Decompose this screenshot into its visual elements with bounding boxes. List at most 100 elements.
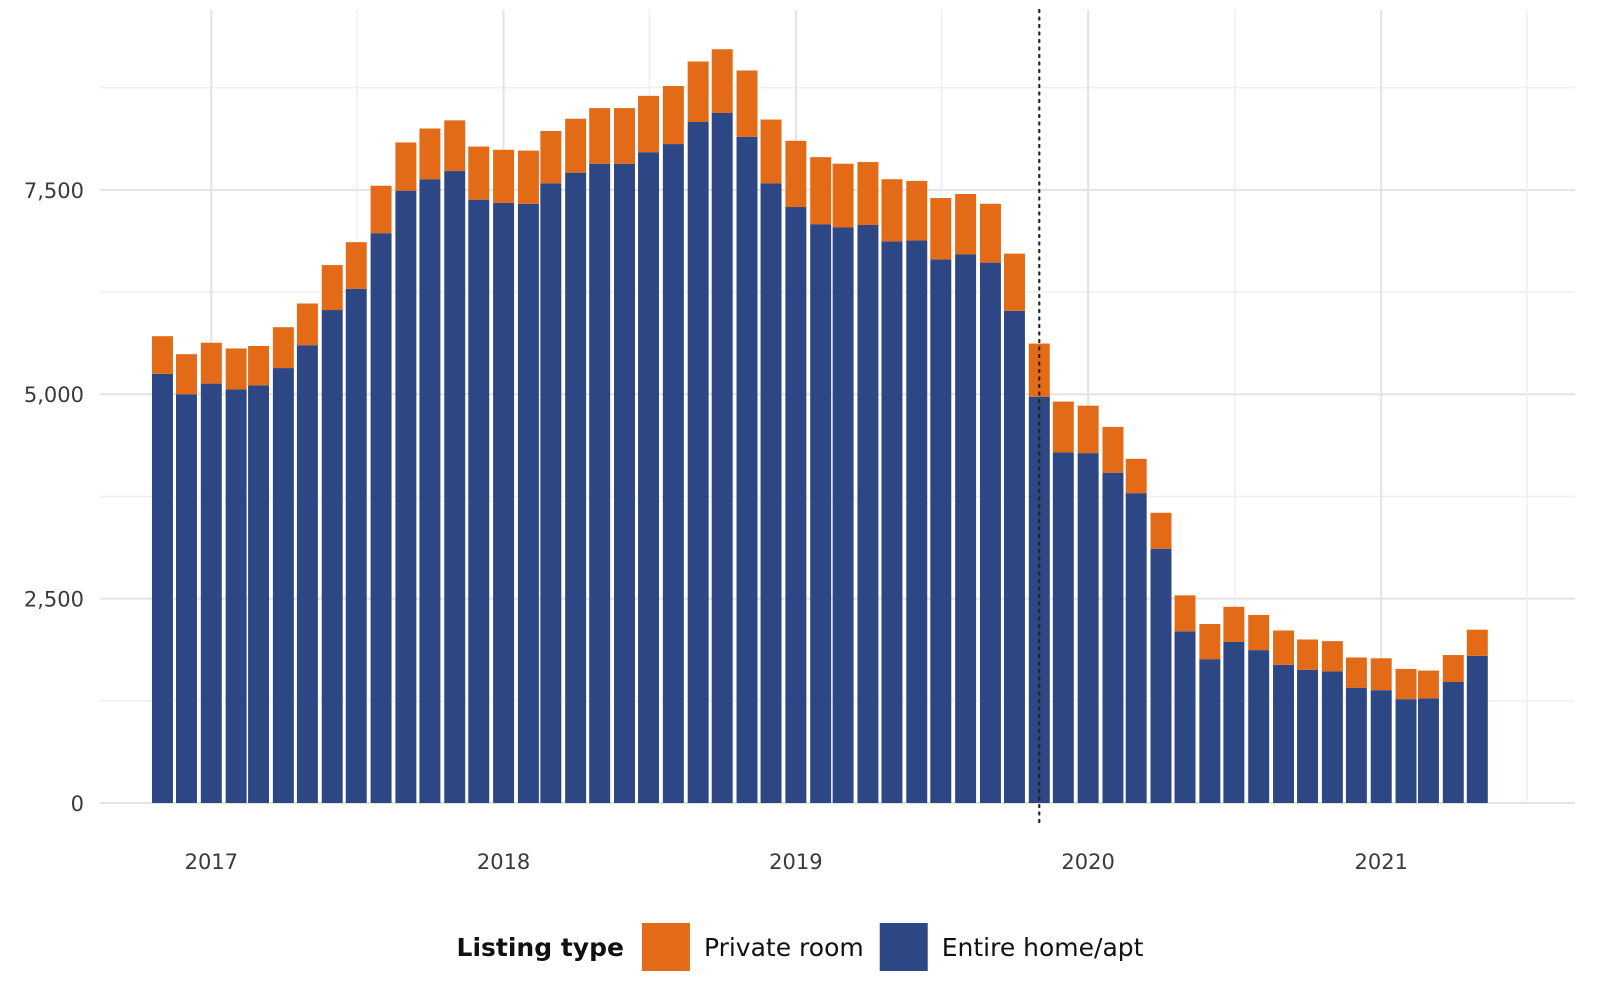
y-tick-label: 0 [71,792,84,816]
legend-label-entire-home: Entire home/apt [942,933,1144,962]
bar-private-room-2020-08 [1248,614,1270,651]
y-tick-label: 5,000 [24,383,84,407]
bar-entire-home-2020-06 [1199,659,1221,803]
x-tick-label: 2017 [185,850,238,874]
bar-entire-home-2017-12 [468,199,490,803]
bar-entire-home-2019-05 [881,241,903,803]
bar-entire-home-2021-03 [1417,698,1439,803]
bar-private-room-2017-07 [345,242,367,289]
bar-entire-home-2016-11 [151,373,173,803]
bar-entire-home-2019-02 [810,224,832,803]
bar-entire-home-2020-05 [1174,631,1196,803]
bar-private-room-2019-04 [857,162,879,226]
bar-entire-home-2020-02 [1102,472,1124,803]
bar-private-room-2018-12 [760,119,782,184]
bar-entire-home-2018-08 [662,144,684,804]
bar-entire-home-2020-04 [1150,548,1172,803]
bar-private-room-2017-10 [419,128,441,180]
y-tick-label: 2,500 [24,588,84,612]
bar-entire-home-2018-09 [687,122,709,803]
bar-private-room-2017-01 [200,342,222,384]
bar-private-room-2019-08 [955,193,977,255]
bar-entire-home-2020-08 [1248,650,1270,803]
bar-private-room-2018-07 [638,95,660,153]
bar-entire-home-2020-03 [1125,493,1147,803]
bar-entire-home-2020-01 [1077,453,1099,803]
axis-labels-layer: 0 2,500 5,000 7,500 2017 2018 2019 2020 2021 [24,179,1408,874]
bar-entire-home-2018-10 [711,113,733,804]
bar-private-room-2017-06 [321,265,343,311]
bar-entire-home-2019-03 [832,227,854,803]
bar-entire-home-2020-10 [1297,669,1319,803]
bar-private-room-2017-02 [225,348,247,390]
bar-entire-home-2019-07 [930,259,952,804]
bar-private-room-2021-02 [1395,668,1417,700]
bar-entire-home-2017-10 [419,179,441,803]
bar-entire-home-2020-09 [1273,664,1295,803]
bar-private-room-2020-03 [1125,458,1147,494]
bar-entire-home-2021-05 [1466,655,1488,803]
bar-private-room-2017-11 [444,120,466,172]
bar-private-room-2019-03 [832,163,854,228]
bar-private-room-2020-04 [1150,512,1172,549]
bar-private-room-2019-02 [810,157,832,225]
bar-entire-home-2017-03 [248,385,270,803]
legend-swatch-entire-home [879,923,928,971]
bar-private-room-2018-10 [711,49,733,114]
legend-title: Listing type [457,933,624,962]
bar-private-room-2016-11 [151,336,173,374]
legend-swatch-private-room [641,923,690,971]
bar-entire-home-2020-11 [1321,671,1343,803]
bar-entire-home-2019-10 [1003,310,1025,803]
bar-private-room-2021-04 [1442,655,1464,683]
bar-private-room-2020-05 [1174,595,1196,632]
bar-private-room-2017-08 [370,185,392,234]
bar-entire-home-2018-01 [493,202,515,803]
bar-private-room-2019-10 [1003,253,1025,311]
bar-private-room-2017-09 [395,142,417,191]
bar-entire-home-2019-11 [1028,396,1050,803]
bar-private-room-2018-05 [589,108,611,164]
bar-entire-home-2017-02 [225,389,247,803]
bar-entire-home-2018-05 [589,163,611,804]
bar-private-room-2016-12 [176,354,197,395]
x-tick-label: 2021 [1354,850,1407,874]
bar-private-room-2020-12 [1345,657,1367,688]
bar-entire-home-2017-08 [370,233,392,803]
bar-private-room-2019-05 [881,179,903,242]
y-tick-label: 7,500 [24,179,84,203]
bar-private-room-2019-12 [1052,401,1074,453]
bar-private-room-2019-06 [906,180,928,241]
bar-private-room-2018-02 [517,150,539,204]
bar-private-room-2018-06 [614,108,635,164]
bar-private-room-2020-01 [1077,405,1099,454]
bar-entire-home-2018-07 [638,152,660,803]
bar-entire-home-2017-01 [200,383,222,803]
bar-entire-home-2017-06 [321,310,343,803]
bar-private-room-2017-05 [296,303,318,346]
bar-entire-home-2018-04 [565,172,587,803]
bar-entire-home-2019-09 [979,262,1001,803]
bar-private-room-2021-05 [1466,629,1488,656]
bar-private-room-2020-09 [1273,630,1295,665]
bar-entire-home-2016-12 [176,394,197,803]
bar-entire-home-2019-06 [906,240,928,804]
bar-entire-home-2017-04 [272,368,294,803]
bar-private-room-2019-07 [930,198,952,260]
bar-private-room-2020-10 [1297,639,1319,670]
bar-entire-home-2017-05 [296,345,318,803]
bar-private-room-2018-09 [687,61,709,123]
bar-private-room-2020-11 [1321,641,1343,672]
legend-label-private-room: Private room [704,933,864,962]
bar-private-room-2017-04 [272,327,294,369]
bar-private-room-2018-08 [662,86,684,145]
bar-entire-home-2019-12 [1052,452,1074,803]
bar-private-room-2020-07 [1223,606,1245,642]
bar-entire-home-2018-03 [540,183,562,804]
legend: Listing type Private room Entire home/ap… [457,923,1144,971]
bar-private-room-2018-04 [565,118,587,173]
bar-entire-home-2017-07 [345,288,367,804]
bar-private-room-2017-12 [468,146,490,200]
bar-private-room-2019-01 [785,140,807,208]
